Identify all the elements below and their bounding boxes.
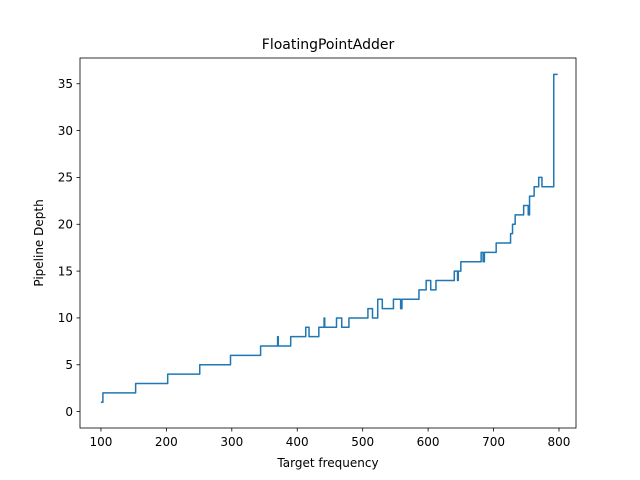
y-axis-label: Pipeline Depth	[32, 199, 46, 286]
y-tick-label: 10	[58, 311, 73, 325]
y-tick-label: 20	[58, 218, 73, 232]
y-tick-label: 35	[58, 77, 73, 91]
series-line	[100, 73, 558, 403]
x-tick-label: 100	[89, 435, 112, 449]
y-tick-label: 25	[58, 171, 73, 185]
y-tick-label: 30	[58, 124, 73, 138]
y-tick-label: 15	[58, 264, 73, 278]
x-tick-label: 300	[220, 435, 243, 449]
y-tick-label: 0	[65, 405, 73, 419]
x-axis: 100 200 300 400 500 600 700 800	[89, 428, 570, 449]
y-tick-label: 5	[65, 358, 73, 372]
plot-frame	[79, 57, 577, 429]
x-tick-label: 400	[286, 435, 309, 449]
x-tick-label: 800	[548, 435, 571, 449]
x-tick-label: 700	[482, 435, 505, 449]
x-tick-label: 500	[351, 435, 374, 449]
x-tick-label: 600	[417, 435, 440, 449]
x-tick-label: 200	[155, 435, 178, 449]
x-axis-label: Target frequency	[276, 456, 378, 470]
chart-title: FloatingPointAdder	[262, 37, 395, 53]
y-axis: 0 5 10 15 20 25 30 35	[58, 77, 80, 419]
plot-background	[80, 58, 576, 428]
